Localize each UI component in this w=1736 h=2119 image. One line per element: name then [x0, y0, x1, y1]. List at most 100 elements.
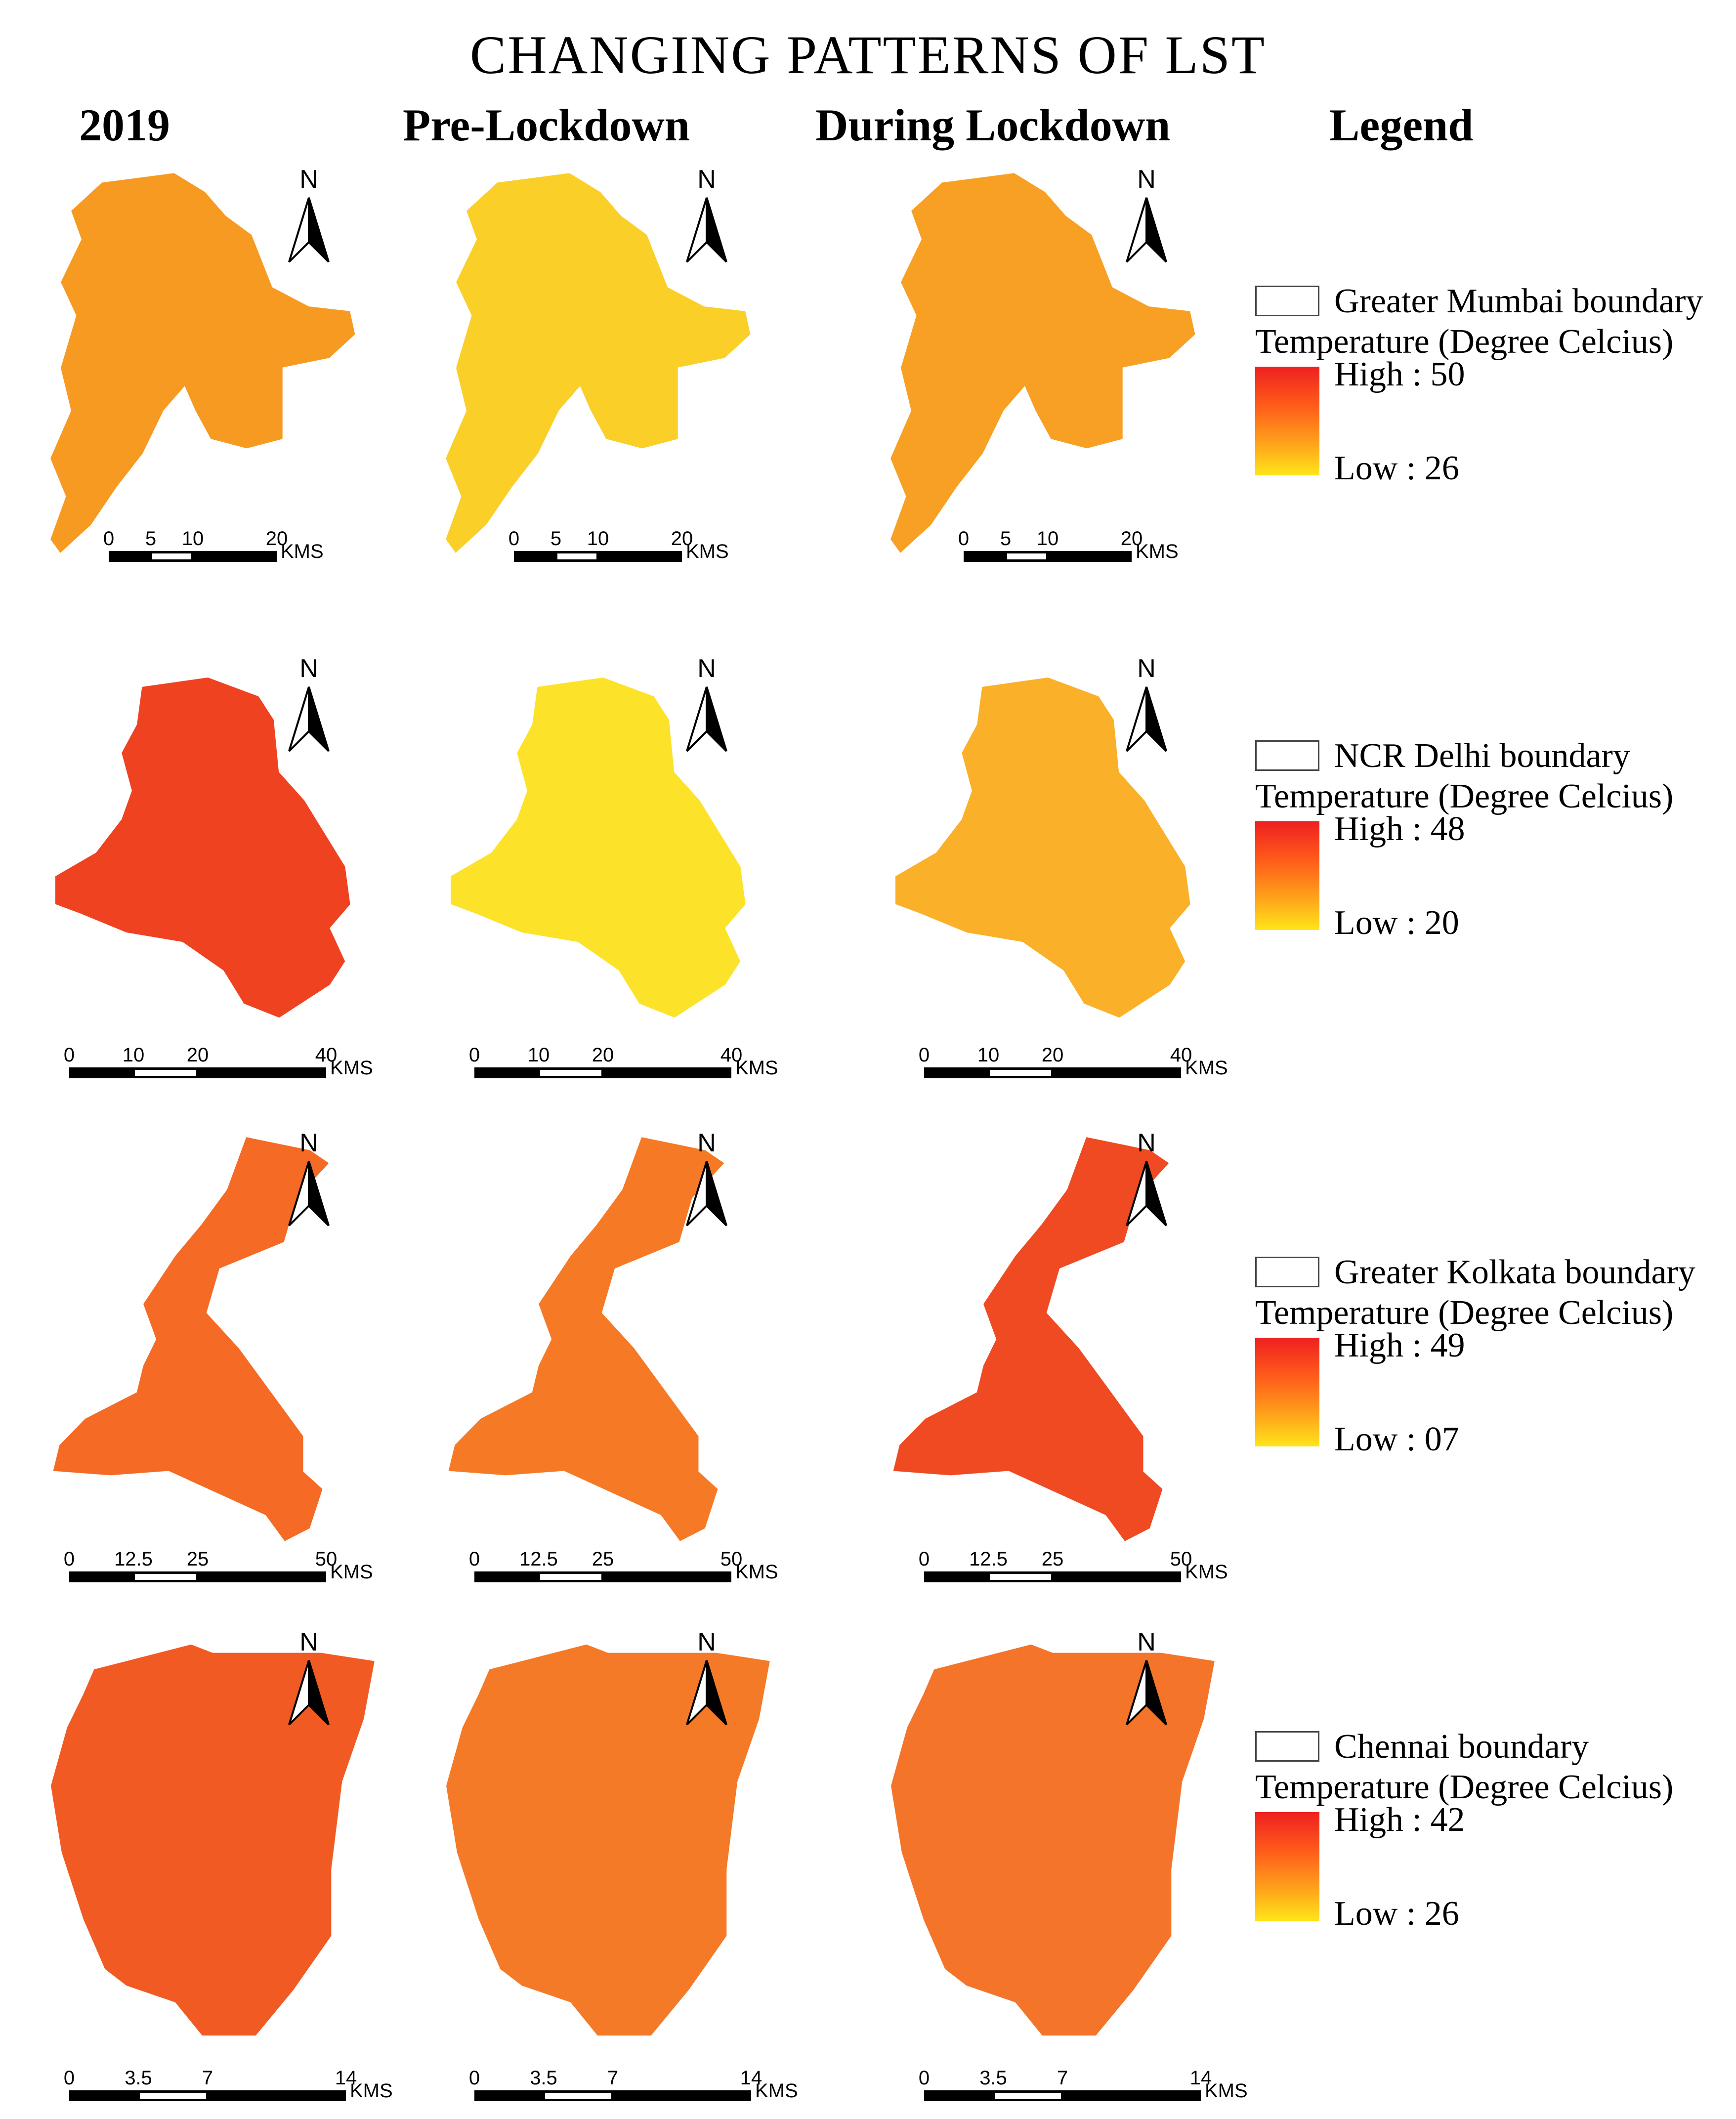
scale-tick-label: 0	[64, 2067, 75, 2089]
temperature-color-ramp	[1255, 1338, 1319, 1446]
scale-bar-segment	[140, 2093, 206, 2099]
north-arrow-letter: N	[1137, 654, 1156, 683]
low-label: Low : 26	[1334, 1895, 1459, 1933]
north-arrow-letter: N	[1137, 1628, 1156, 1656]
scale-tick-label: 10	[1037, 528, 1059, 550]
scale-tick-label: 20	[671, 528, 693, 550]
low-label: Low : 26	[1334, 449, 1459, 487]
boundary-swatch	[1255, 1731, 1319, 1762]
scale-bar	[474, 2090, 751, 2101]
scale-tick-label: 40	[1170, 1044, 1192, 1066]
scale-tick-label: 0	[919, 1044, 930, 1066]
scale-tick-label: 50	[1170, 1548, 1192, 1570]
high-label: High : 48	[1334, 810, 1465, 848]
scale-bar	[109, 551, 277, 562]
north-arrow-letter: N	[697, 1628, 716, 1656]
north-arrow-icon	[686, 686, 708, 752]
scale-tick-label: 14	[1190, 2067, 1212, 2089]
scale-tick-label: 3.5	[125, 2067, 152, 2089]
north-arrow-letter: N	[299, 1628, 318, 1656]
north-arrow-icon	[308, 1161, 330, 1227]
scale-bar-segment	[1007, 553, 1046, 559]
scale-tick-label: 12.5	[519, 1548, 558, 1570]
lst-raster-map	[444, 172, 752, 554]
scale-tick-label: 12.5	[114, 1548, 153, 1570]
scale-tick-label: 5	[1000, 528, 1011, 550]
scale-tick-label: 25	[1042, 1548, 1064, 1570]
column-header-pre-lockdown: Pre-Lockdown	[403, 100, 690, 150]
scale-bar-segment	[557, 553, 596, 559]
north-arrow-letter: N	[299, 165, 318, 194]
scale-bar	[69, 2090, 346, 2101]
scale-bar	[964, 551, 1132, 562]
scale-unit-label: KMS	[735, 1057, 778, 1079]
lst-raster-map	[889, 172, 1196, 554]
boundary-label: Greater Kolkata boundary	[1334, 1253, 1695, 1291]
north-arrow-icon	[706, 197, 727, 263]
north-arrow-letter: N	[697, 1129, 716, 1157]
north-arrow-icon	[1145, 1161, 1167, 1227]
temperature-title: Temperature (Degree Celcius)	[1255, 1294, 1674, 1332]
scale-tick-label: 10	[528, 1044, 550, 1066]
scale-tick-label: 0	[469, 1548, 480, 1570]
north-arrow-icon	[1145, 1660, 1167, 1726]
scale-tick-label: 0	[508, 528, 519, 550]
lst-raster-map	[49, 1643, 376, 2036]
scale-unit-label: KMS	[1185, 1057, 1228, 1079]
scale-bar	[474, 1571, 731, 1582]
scale-bar-segment	[990, 1574, 1051, 1580]
temperature-color-ramp	[1255, 821, 1319, 930]
north-arrow-icon	[1126, 686, 1147, 752]
temperature-title: Temperature (Degree Celcius)	[1255, 323, 1674, 361]
north-arrow-letter: N	[697, 654, 716, 683]
scale-tick-label: 10	[587, 528, 609, 550]
north-arrow-icon	[686, 197, 708, 263]
scale-bar	[924, 2090, 1201, 2101]
north-arrow-icon	[706, 1660, 727, 1726]
legend-kolkata: Greater Kolkata boundary Temperature (De…	[1255, 1253, 1730, 1458]
scale-tick-label: 7	[1057, 2067, 1068, 2089]
scale-tick-label: 7	[202, 2067, 213, 2089]
north-arrow-icon	[308, 1660, 330, 1726]
scale-tick-label: 10	[977, 1044, 1000, 1066]
lst-raster-map	[894, 677, 1191, 1019]
scale-unit-label: KMS	[281, 541, 324, 562]
scale-tick-label: 20	[1121, 528, 1143, 550]
north-arrow-letter: N	[1137, 1129, 1156, 1157]
scale-bar	[924, 1571, 1181, 1582]
scale-tick-label: 0	[919, 2067, 930, 2089]
temperature-title: Temperature (Degree Celcius)	[1255, 777, 1674, 815]
scale-bar	[69, 1067, 326, 1078]
scale-tick-label: 0	[103, 528, 114, 550]
lst-raster-map	[54, 677, 351, 1019]
scale-tick-label: 5	[550, 528, 561, 550]
boundary-label: Chennai boundary	[1334, 1728, 1589, 1766]
scale-bar	[69, 1571, 326, 1582]
lst-raster-map	[447, 1136, 726, 1543]
column-header-2019: 2019	[79, 100, 170, 150]
scale-tick-label: 14	[335, 2067, 357, 2089]
scale-bar-segment	[540, 1070, 601, 1076]
scale-tick-label: 20	[266, 528, 288, 550]
lst-raster-map	[51, 1136, 331, 1543]
north-arrow-icon	[706, 1161, 727, 1227]
north-arrow-icon	[706, 686, 727, 752]
scale-tick-label: 3.5	[979, 2067, 1007, 2089]
lst-raster-map	[891, 1136, 1171, 1543]
scale-bar-segment	[990, 1070, 1051, 1076]
boundary-label: NCR Delhi boundary	[1334, 737, 1630, 775]
boundary-label: Greater Mumbai boundary	[1334, 282, 1703, 320]
north-arrow-letter: N	[299, 654, 318, 683]
legend-delhi: NCR Delhi boundary Temperature (Degree C…	[1255, 736, 1730, 942]
scale-tick-label: 0	[64, 1044, 75, 1066]
scale-tick-label: 10	[182, 528, 204, 550]
scale-tick-label: 25	[592, 1548, 614, 1570]
scale-tick-label: 50	[315, 1548, 338, 1570]
scale-tick-label: 20	[187, 1044, 209, 1066]
